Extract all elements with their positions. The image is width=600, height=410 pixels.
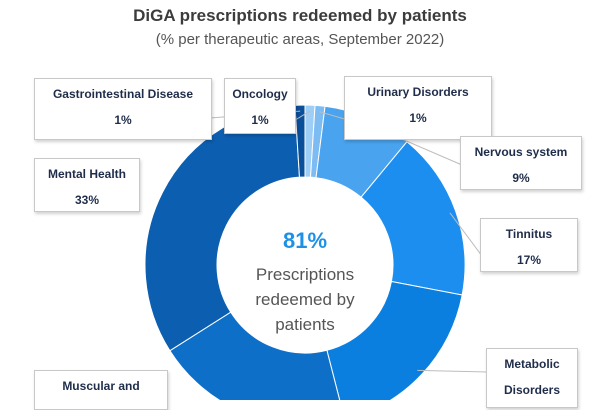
chart-title: DiGA prescriptions redeemed by patients [133, 6, 467, 25]
center-label: Prescriptions redeemed by patients [255, 265, 355, 334]
callout-nervous-system-value: 9% [512, 171, 530, 185]
callout-oncology-name: Oncology [232, 87, 288, 101]
callout-nervous-system: Nervous system 9% [460, 136, 582, 190]
callout-nervous-system-name: Nervous system [474, 145, 568, 159]
callout-mental-health: Mental Health 33% [34, 158, 140, 212]
callout-tinnitus-value: 17% [516, 253, 542, 267]
callout-gastrointestinal-name: Gastrointestinal Disease [52, 87, 194, 101]
callout-urinary: Urinary Disorders 1% [344, 76, 492, 140]
callout-oncology: Oncology 1% [224, 78, 296, 134]
callout-metabolic-name-line1: Metabolic [504, 357, 560, 371]
callout-urinary-value: 1% [409, 111, 427, 125]
leader-line-tinnitus [449, 212, 483, 257]
callout-tinnitus-name: Tinnitus [505, 227, 553, 241]
callout-tinnitus: Tinnitus 17% [480, 218, 578, 272]
callout-metabolic-disorders: Metabolic Disorders [486, 348, 578, 408]
leader-line-urinary-disorders [319, 111, 349, 121]
center-percentage: 81% [282, 228, 328, 253]
callout-gastrointestinal: Gastrointestinal Disease 1% [34, 78, 212, 140]
callout-muscular-name: Muscular and [62, 379, 140, 393]
donut-chart [144, 104, 489, 400]
chart-subtitle: (% per therapeutic areas, September 2022… [155, 31, 445, 48]
callout-urinary-name: Urinary Disorders [367, 85, 469, 99]
callout-mental-health-value: 33% [74, 193, 100, 207]
callout-oncology-value: 1% [251, 113, 269, 127]
donut-hole [217, 177, 393, 353]
leader-line-metabolic-disorders [417, 369, 489, 373]
callout-gastrointestinal-value: 1% [114, 113, 132, 127]
callout-muscular-skeletal: Muscular and [34, 370, 168, 410]
callout-metabolic-name-line2: Disorders [503, 383, 561, 397]
callout-mental-health-name: Mental Health [47, 167, 126, 181]
